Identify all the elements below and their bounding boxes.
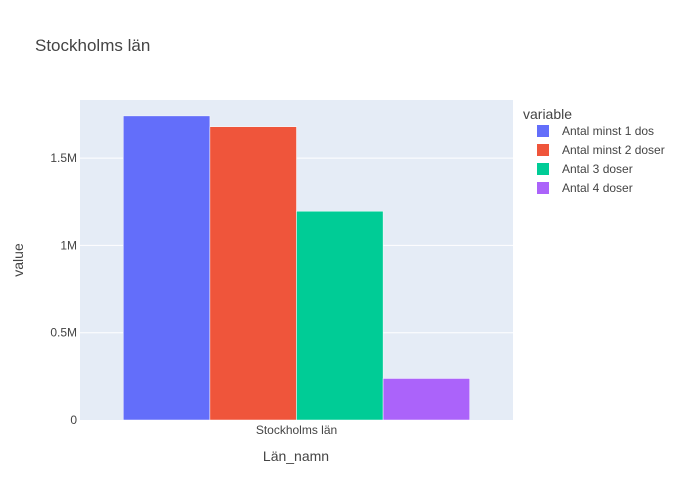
chart-title: Stockholms län — [35, 36, 150, 55]
bar[interactable] — [123, 115, 211, 421]
legend-item[interactable]: Antal minst 2 doser — [537, 143, 665, 157]
y-tick-label: 1.5M — [50, 151, 77, 165]
x-axis-title: Län_namn — [263, 448, 329, 464]
legend-title: variable — [523, 106, 572, 122]
bar[interactable] — [296, 210, 384, 421]
legend-swatch — [537, 182, 549, 194]
y-tick-label: 0 — [70, 413, 77, 427]
bar[interactable] — [209, 126, 297, 421]
legend-item[interactable]: Antal minst 1 dos — [537, 124, 654, 138]
legend-label: Antal 4 doser — [562, 181, 633, 195]
x-tick-label: Stockholms län — [256, 423, 337, 437]
legend-swatch — [537, 125, 549, 137]
legend: variable Antal minst 1 dos Antal minst 2 … — [523, 106, 665, 195]
legend-item[interactable]: Antal 3 doser — [537, 162, 633, 176]
y-tick-label: 1M — [60, 238, 77, 252]
legend-swatch — [537, 163, 549, 175]
bar[interactable] — [382, 378, 470, 421]
legend-item[interactable]: Antal 4 doser — [537, 181, 633, 195]
y-axis-ticks: 0 0.5M 1M 1.5M — [50, 151, 77, 427]
legend-label: Antal minst 2 doser — [562, 143, 665, 157]
legend-label: Antal minst 1 dos — [562, 124, 654, 138]
y-tick-label: 0.5M — [50, 326, 77, 340]
legend-items: Antal minst 1 dos Antal minst 2 doser Anta… — [537, 124, 665, 195]
bars — [123, 115, 470, 421]
y-axis-title: value — [10, 243, 26, 277]
x-axis-ticks: Stockholms län — [256, 423, 337, 437]
legend-swatch — [537, 144, 549, 156]
legend-label: Antal 3 doser — [562, 162, 633, 176]
